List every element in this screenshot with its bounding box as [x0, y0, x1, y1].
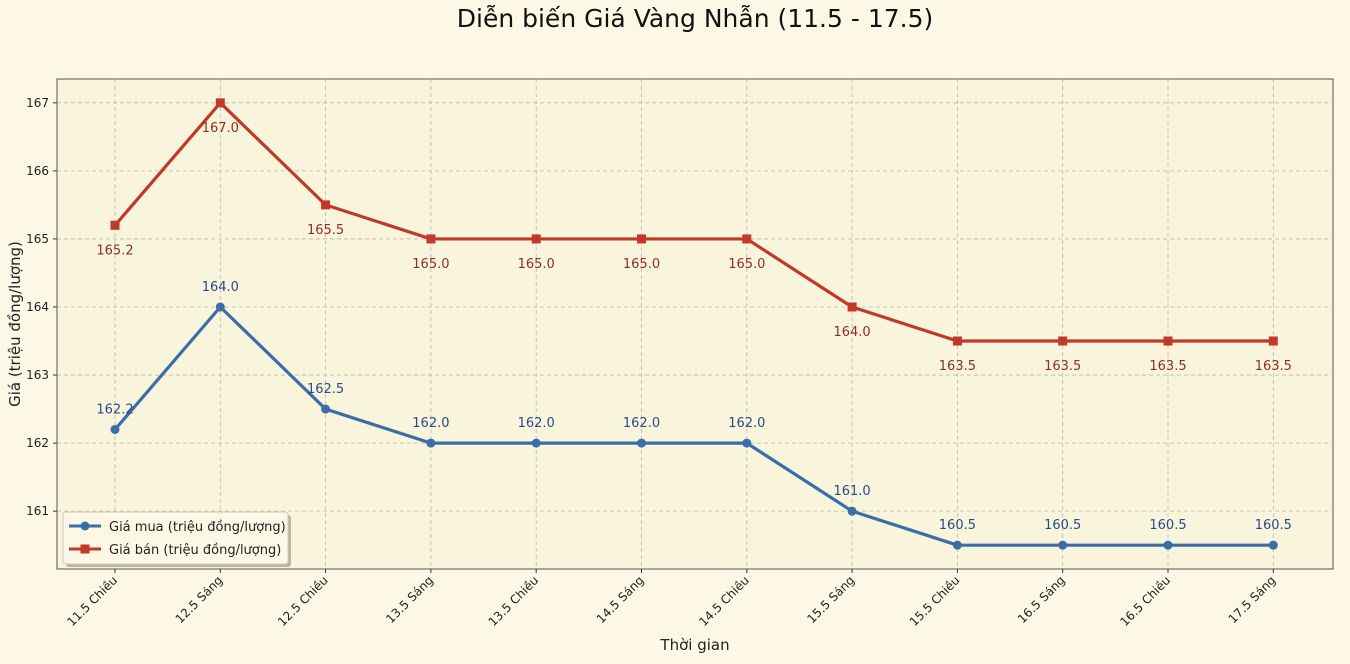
- data-label: 161.0: [833, 484, 870, 499]
- x-axis-label: Thời gian: [659, 636, 729, 654]
- y-tick-label: 164: [26, 300, 49, 314]
- data-label: 164.0: [202, 280, 239, 295]
- data-point: [1164, 337, 1173, 346]
- data-point: [532, 439, 541, 448]
- chart-title: Diễn biến Giá Vàng Nhẫn (11.5 - 17.5): [457, 4, 934, 33]
- data-label: 165.0: [623, 257, 660, 272]
- data-point: [637, 234, 646, 243]
- y-tick-label: 161: [26, 504, 49, 518]
- data-label: 162.0: [728, 416, 765, 431]
- data-label: 165.0: [728, 257, 765, 272]
- data-label: 160.5: [1255, 518, 1292, 533]
- data-point: [216, 302, 225, 311]
- legend-label: Giá mua (triệu đồng/lượng): [109, 520, 286, 535]
- data-point: [848, 507, 857, 516]
- legend-marker: [81, 545, 90, 554]
- data-point: [742, 439, 751, 448]
- y-tick-label: 162: [26, 436, 49, 450]
- data-point: [848, 302, 857, 311]
- data-label: 163.5: [1255, 359, 1292, 374]
- y-tick-label: 167: [26, 96, 49, 110]
- data-point: [321, 200, 330, 209]
- y-tick-label: 166: [26, 164, 49, 178]
- data-point: [111, 425, 120, 434]
- data-point: [532, 234, 541, 243]
- data-label: 165.0: [412, 257, 449, 272]
- data-label: 162.0: [412, 416, 449, 431]
- plot-area: [57, 79, 1333, 569]
- data-point: [953, 337, 962, 346]
- data-label: 160.5: [939, 518, 976, 533]
- data-point: [426, 439, 435, 448]
- data-point: [1269, 337, 1278, 346]
- data-label: 160.5: [1149, 518, 1186, 533]
- data-label: 164.0: [833, 325, 870, 340]
- data-label: 163.5: [1149, 359, 1186, 374]
- y-tick-label: 165: [26, 232, 49, 246]
- data-point: [1058, 541, 1067, 550]
- y-tick-label: 163: [26, 368, 49, 382]
- data-point: [321, 405, 330, 414]
- data-label: 165.0: [518, 257, 555, 272]
- data-label: 162.2: [96, 402, 133, 417]
- data-label: 162.0: [623, 416, 660, 431]
- data-label: 162.5: [307, 382, 344, 397]
- data-point: [426, 234, 435, 243]
- data-point: [953, 541, 962, 550]
- data-label: 163.5: [939, 359, 976, 374]
- y-axis-label: Giá (triệu đồng/lượng): [6, 241, 24, 407]
- data-label: 160.5: [1044, 518, 1081, 533]
- data-point: [1164, 541, 1173, 550]
- legend-label: Giá bán (triệu đồng/lượng): [109, 543, 281, 558]
- data-point: [111, 221, 120, 230]
- data-label: 163.5: [1044, 359, 1081, 374]
- data-label: 165.2: [96, 243, 133, 258]
- data-label: 165.5: [307, 223, 344, 238]
- data-label: 167.0: [202, 121, 239, 136]
- data-point: [216, 98, 225, 107]
- data-point: [742, 234, 751, 243]
- legend-marker: [81, 522, 90, 531]
- data-label: 162.0: [518, 416, 555, 431]
- data-point: [1058, 337, 1067, 346]
- data-point: [637, 439, 646, 448]
- data-point: [1269, 541, 1278, 550]
- legend: Giá mua (triệu đồng/lượng) Giá bán (triệu…: [63, 512, 291, 567]
